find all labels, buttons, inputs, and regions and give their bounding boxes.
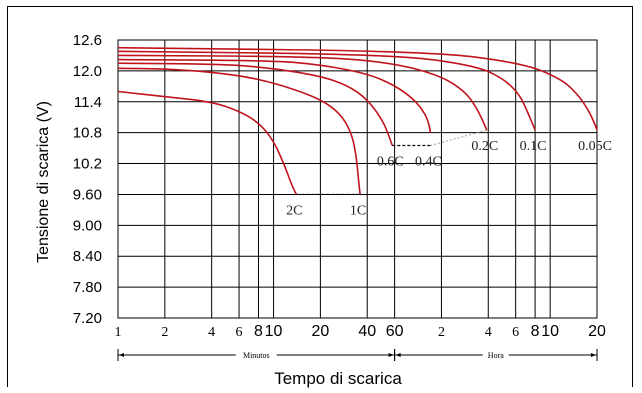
y-axis-label: Tensione di scarica (V): [35, 101, 52, 263]
curve-label: 2C: [286, 203, 302, 218]
x-tick-label: 10: [265, 323, 283, 340]
y-tick-label: 9.00: [73, 217, 102, 234]
curve-labels: 2C 1C 0.6C 0.4C 0.2C 0.1C 0.05C: [286, 139, 612, 218]
curve-label: 0.2C: [471, 139, 498, 154]
range-arrow: [395, 353, 401, 357]
curve-1C: [117, 67, 361, 195]
curve-0.2C: [117, 54, 488, 131]
y-tick-label: 12.0: [73, 63, 102, 80]
x-tick-label: 20: [588, 323, 606, 340]
y-tick-label: 7.20: [73, 310, 102, 327]
x-tick-labels: 1 2 4 6 8 10 20 40 60 2 4 6 8 10 20: [115, 323, 607, 340]
x-tick-label: 40: [358, 323, 376, 340]
curve-label: 0.6C: [377, 155, 404, 170]
range-arrow: [591, 353, 596, 357]
y-tick-label: 12.6: [73, 32, 102, 49]
x-tick-label: 6: [512, 325, 519, 340]
y-tick-labels: 12.6 12.0 11.4 10.8 10.2 9.60 9.00 8.40 7.80 7.20: [73, 32, 102, 327]
grid: [117, 39, 598, 319]
y-tick-label: 10.2: [73, 156, 102, 173]
curves: [117, 46, 598, 195]
x-tick-label: 6: [236, 325, 243, 340]
plot-border: [117, 39, 598, 319]
x-tick-label: 2: [161, 325, 168, 340]
x-tick-label: 2: [438, 325, 445, 340]
curve-0.1C: [117, 50, 536, 131]
x-tick-label: 8: [531, 323, 540, 340]
curve-0.6C: [117, 62, 394, 146]
y-tick-label: 10.8: [73, 125, 102, 142]
x-tick-label: 4: [208, 325, 215, 340]
range-arrow: [388, 353, 394, 357]
x-tick-label: 10: [541, 323, 559, 340]
curve-label: 1C: [350, 203, 366, 218]
x-tick-label: 1: [115, 325, 122, 340]
range-brackets: Minutos Hora: [117, 349, 598, 361]
curve-label: 0.1C: [520, 139, 547, 154]
cutoff-link-line: [430, 129, 487, 147]
x-tick-label: 60: [386, 323, 404, 340]
y-tick-label: 7.80: [73, 279, 102, 296]
chart-frame: [7, 6, 633, 387]
x-tick-label: 20: [311, 323, 329, 340]
x-tick-label: 8: [254, 323, 263, 340]
x-axis-label: Tempo di scarica: [274, 369, 402, 388]
range-label-bg: [482, 350, 509, 360]
range-label-bg: [235, 350, 277, 360]
curve-label: 0.05C: [578, 139, 612, 154]
curve-label: 0.4C: [415, 155, 442, 170]
y-tick-label: 9.60: [73, 186, 102, 203]
y-tick-label: 8.40: [73, 248, 102, 265]
curve-0.05C: [117, 46, 598, 131]
curve-0.4C: [117, 58, 432, 133]
range-label: Minutos: [243, 351, 270, 360]
range-label: Hora: [488, 351, 504, 360]
y-tick-label: 11.4: [74, 94, 102, 111]
range-arrow: [119, 353, 124, 357]
curve-2C: [117, 90, 298, 195]
cutoff-lines: [296, 129, 487, 196]
x-tick-label: 4: [485, 325, 492, 340]
